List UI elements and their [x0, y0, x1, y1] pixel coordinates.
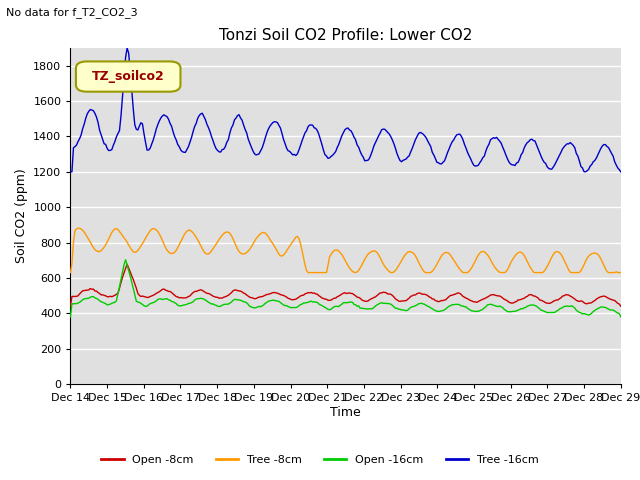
Legend: Open -8cm, Tree -8cm, Open -16cm, Tree -16cm: Open -8cm, Tree -8cm, Open -16cm, Tree -… [97, 451, 543, 469]
Text: TZ_soilco2: TZ_soilco2 [92, 70, 164, 83]
FancyBboxPatch shape [76, 61, 180, 92]
Text: No data for f_T2_CO2_3: No data for f_T2_CO2_3 [6, 7, 138, 18]
X-axis label: Time: Time [330, 406, 361, 419]
Y-axis label: Soil CO2 (ppm): Soil CO2 (ppm) [15, 168, 28, 264]
Title: Tonzi Soil CO2 Profile: Lower CO2: Tonzi Soil CO2 Profile: Lower CO2 [219, 28, 472, 43]
